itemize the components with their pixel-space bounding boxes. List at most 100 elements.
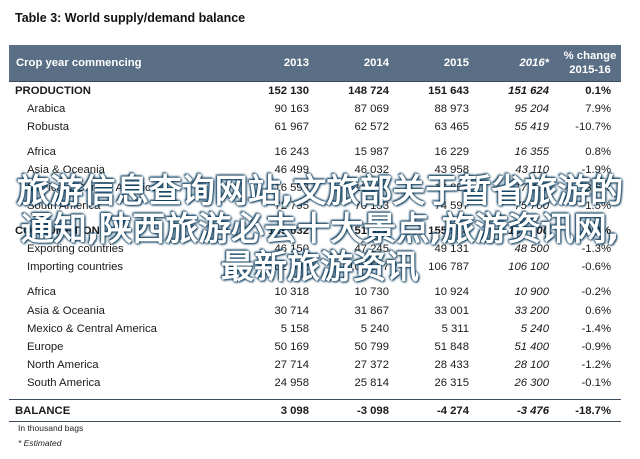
spacer-row xyxy=(9,276,621,283)
cell-value: 43 958 xyxy=(434,163,469,176)
cell-value: 75 700 xyxy=(514,200,549,213)
cell-value: 106 787 xyxy=(428,261,469,274)
table-row: South America 72 795 70 153 74 597 75 700 1.5… xyxy=(9,197,621,215)
consumption-total-row: CONSUMPTION 149 032 151 822 155 918 155 100 -… xyxy=(9,222,621,240)
cell-value: 25 814 xyxy=(354,376,389,389)
cell-value: 16 243 xyxy=(274,145,309,158)
cell-value: 62 572 xyxy=(354,120,389,133)
cell-value: 47 245 xyxy=(354,243,389,256)
table-row: Europe 50 169 50 799 51 848 51 400 -0.9% xyxy=(9,338,621,356)
table-row: Africa 10 318 10 730 10 924 10 900 -0.2% xyxy=(9,283,621,301)
cell-value: 10 730 xyxy=(354,286,389,299)
cell-value: 27 372 xyxy=(354,358,389,371)
balance-row: BALANCE 3 098 -3 098 -4 274 -3 476 -18.7% xyxy=(9,399,621,422)
cell-value: -4 274 xyxy=(399,399,479,422)
cell-value: 5 158 xyxy=(280,322,309,335)
row-label: South America xyxy=(27,200,101,213)
table-header: Crop year commencing 2013 2014 2015 2016… xyxy=(9,45,621,81)
cell-change: 0.1% xyxy=(559,80,621,100)
table-row: Asia & Oceania 46 499 46 032 43 958 43 110 -1… xyxy=(9,161,621,179)
cell-change: -0.4% xyxy=(581,225,611,238)
cell-value: -3 098 xyxy=(319,399,399,422)
cell-change: 0.6% xyxy=(585,304,611,317)
cell-value: 151 624 xyxy=(479,80,559,100)
row-label: CONSUMPTION xyxy=(15,225,100,238)
cell-value: 46 150 xyxy=(274,243,309,256)
column-header-2013: 2013 xyxy=(283,56,309,69)
cell-value: 10 900 xyxy=(514,286,549,299)
cell-value: 16 850 xyxy=(434,182,469,195)
table-body: PRODUCTION 152 130 148 724 151 643 151 624 0.… xyxy=(9,80,621,422)
cell-change: -1.9% xyxy=(581,163,611,176)
row-label: PRODUCTION xyxy=(9,80,239,100)
table-row: North America 27 714 27 372 28 433 28 100 -1.… xyxy=(9,356,621,374)
table-row: Africa 16 243 15 987 16 229 16 355 0.8% xyxy=(9,143,621,161)
cell-value: 16 229 xyxy=(434,145,469,158)
cell-value: 3 098 xyxy=(239,399,319,422)
row-label: Europe xyxy=(27,340,64,353)
cell-value: 46 499 xyxy=(274,163,309,176)
cell-value: 74 597 xyxy=(434,200,469,213)
cell-change: -0.2% xyxy=(581,286,611,299)
cell-value: 46 032 xyxy=(354,163,389,176)
table-row: Importing countries 102 882 104 577 106 787… xyxy=(9,258,621,276)
footnote-units: In thousand bags xyxy=(18,423,84,433)
cell-value: 28 100 xyxy=(514,358,549,371)
row-label: Exporting countries xyxy=(27,243,124,256)
cell-value: 63 465 xyxy=(434,120,469,133)
cell-value: 33 001 xyxy=(434,304,469,317)
row-label: Arabica xyxy=(27,102,66,115)
row-label: South America xyxy=(27,376,101,389)
cell-value: 102 882 xyxy=(268,261,309,274)
cell-value: 70 153 xyxy=(354,200,389,213)
table-row: Asia & Oceania 30 714 31 867 33 001 33 200 0.… xyxy=(9,302,621,320)
row-label: Robusta xyxy=(27,120,70,133)
cell-value: 28 433 xyxy=(434,358,469,371)
cell-change: -0.1% xyxy=(581,376,611,389)
cell-value: 50 169 xyxy=(274,340,309,353)
cell-value: 49 131 xyxy=(434,243,469,256)
table-title: Table 3: World supply/demand balance xyxy=(15,11,246,25)
cell-change: -10.7% xyxy=(575,120,611,133)
cell-change: -0.6% xyxy=(581,261,611,274)
cell-change: -1.4% xyxy=(581,322,611,335)
column-header-label: Crop year commencing xyxy=(16,56,142,69)
cell-value: 16 593 xyxy=(274,182,309,195)
cell-value: 51 400 xyxy=(514,340,549,353)
production-total-row: PRODUCTION 152 130 148 724 151 643 151 624 0.… xyxy=(9,80,621,100)
row-label: Africa xyxy=(27,286,56,299)
cell-value: 87 069 xyxy=(354,102,389,115)
column-header-2014: 2014 xyxy=(363,56,389,69)
table-row: South America 24 958 25 814 26 315 26 300 -0.… xyxy=(9,374,621,392)
cell-value: 27 714 xyxy=(274,358,309,371)
cell-value: 16 355 xyxy=(514,145,549,158)
row-label: BALANCE xyxy=(9,399,239,422)
change-header-line2: 2015-16 xyxy=(569,63,611,76)
cell-value: 26 300 xyxy=(514,376,549,389)
cell-value: 30 714 xyxy=(274,304,309,317)
spacer-row xyxy=(9,136,621,143)
header-row: Crop year commencing 2013 2014 2015 2016… xyxy=(9,45,621,81)
cell-value: 90 163 xyxy=(274,102,309,115)
cell-value: 43 110 xyxy=(515,163,549,176)
cell-value: 48 500 xyxy=(514,243,549,256)
cell-value: 24 958 xyxy=(274,376,309,389)
cell-change: -18.7% xyxy=(559,399,621,422)
cell-change: 0.8% xyxy=(585,145,611,158)
cell-value: 106 100 xyxy=(508,261,549,274)
cell-value: 155 918 xyxy=(428,225,469,238)
cell-value: 17 459 xyxy=(514,182,549,195)
cell-value: 15 987 xyxy=(354,145,389,158)
cell-value: 50 799 xyxy=(354,340,389,353)
cell-value: 61 967 xyxy=(274,120,309,133)
cell-value: 155 100 xyxy=(508,225,549,238)
cell-value: 148 724 xyxy=(319,80,399,100)
table-row: Exporting countries 46 150 47 245 49 131 48 … xyxy=(9,240,621,258)
row-label: Africa xyxy=(27,145,56,158)
cell-value: 10 318 xyxy=(274,286,309,299)
cell-value: 31 867 xyxy=(354,304,389,317)
footnote-estimated: * Estimated xyxy=(18,438,62,448)
spacer-row xyxy=(9,215,621,222)
cell-change: -1.3% xyxy=(581,243,611,256)
cell-value: 72 795 xyxy=(274,200,309,213)
